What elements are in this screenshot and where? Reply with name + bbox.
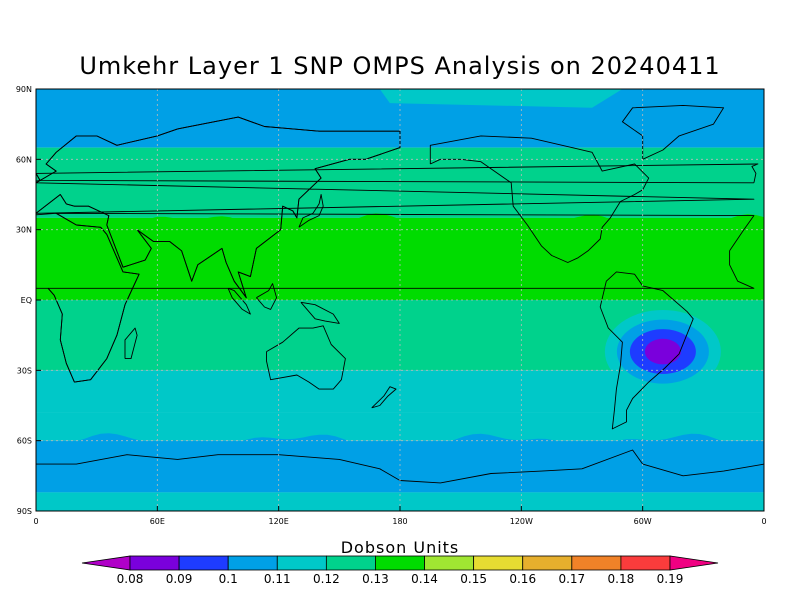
- lat-tick-label: 90S: [17, 507, 32, 516]
- lon-tick-label: 0: [761, 517, 766, 526]
- field-band-5: [36, 412, 764, 441]
- coast-south-america: [599, 271, 694, 430]
- coast-japan: [298, 194, 324, 228]
- map-title: Umkehr Layer 1 SNP OMPS Analysis on 2024…: [79, 52, 721, 80]
- colorbar-swatch-10: [620, 555, 671, 571]
- colorbar-swatch-9: [571, 555, 622, 571]
- coast-new-zealand: [371, 386, 397, 409]
- coast-sumatra: [227, 287, 251, 315]
- lat-tick-label: 60N: [16, 155, 32, 164]
- colorbar-tick-label: 0.12: [313, 572, 340, 586]
- colorbar-swatch-5: [375, 555, 425, 571]
- colorbar-tick-label: 0.09: [166, 572, 193, 586]
- colorbar-swatch-1: [178, 555, 229, 571]
- graticule: [36, 89, 764, 511]
- lon-tick-label: 120E: [269, 517, 289, 526]
- colorbar-tick-label: 0.13: [362, 572, 389, 586]
- field-antarctic-band: [36, 433, 764, 493]
- coast-greenland: [621, 104, 725, 160]
- colorbar-swatch-3: [276, 555, 327, 571]
- colorbar-tick-label: 0.18: [608, 572, 635, 586]
- colorbar-tick-label: 0.17: [558, 572, 585, 586]
- colorbar-arrow-low: [81, 555, 131, 571]
- lat-tick-label: 30N: [16, 226, 32, 235]
- lat-tick-label: 90N: [16, 85, 32, 94]
- colorbar-swatch-8: [522, 555, 573, 571]
- field-polar-patch: [379, 89, 623, 108]
- colorbar-swatch-0: [129, 555, 180, 571]
- coast-borneo: [256, 283, 278, 310]
- lat-tick-label: 60S: [17, 437, 32, 446]
- colorbar-label: Dobson Units: [341, 538, 460, 557]
- lat-tick-label: 30S: [17, 366, 32, 375]
- coast-north-america: [429, 135, 650, 263]
- colorbar-tick-label: 0.16: [509, 572, 536, 586]
- lon-tick-label: 60E: [150, 517, 165, 526]
- colorbar-tick-label: 0.15: [460, 572, 487, 586]
- colorbar-tick-label: 0.11: [264, 572, 291, 586]
- colorbar-swatch-6: [424, 555, 475, 571]
- colorbar-tick-label: 0.14: [411, 572, 438, 586]
- colorbar-arrow-high: [669, 555, 719, 571]
- colorbar-swatch-4: [325, 555, 376, 571]
- coastlines: [36, 104, 764, 511]
- coast-africa-wrap: [36, 212, 140, 383]
- lon-tick-label: 180: [392, 517, 407, 526]
- coast-eurasia-wrap: [36, 116, 401, 299]
- colorbar-tick-label: 0.1: [219, 572, 238, 586]
- lon-tick-label: 0: [33, 517, 38, 526]
- coast-antarctica: [36, 449, 764, 511]
- field-band-7: [36, 492, 764, 511]
- colorbar-swatch-7: [473, 555, 524, 571]
- lat-tick-label: EQ: [21, 296, 32, 305]
- colorbar: Dobson Units 0.08 0.09 0.1 0.11 0.12 0.13 0.14 0…: [81, 538, 719, 586]
- coast-madagascar: [124, 327, 138, 360]
- colorbar-swatch-2: [227, 555, 278, 571]
- colorbar-tick-label: 0.19: [657, 572, 684, 586]
- lon-tick-label: 120W: [510, 517, 533, 526]
- coast-new-guinea: [300, 301, 340, 324]
- coast-britain-wrap: [36, 172, 41, 182]
- anomaly-ring-3: [644, 338, 681, 365]
- colorbar-tick-label: 0.08: [117, 572, 144, 586]
- lon-tick-label: 60W: [634, 517, 652, 526]
- coast-australia: [266, 325, 346, 390]
